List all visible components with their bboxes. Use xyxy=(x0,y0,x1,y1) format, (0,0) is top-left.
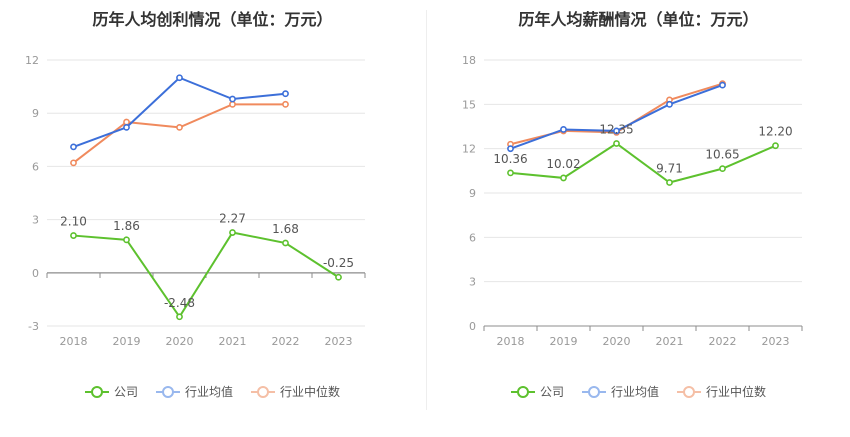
salary-company-line xyxy=(510,142,776,184)
profit-data-label: -0.25 xyxy=(323,256,354,270)
profit-y-tick-label: -3 xyxy=(28,320,39,333)
profit-company-point xyxy=(123,236,130,244)
salary-chart-title: 历年人均薪酬情况（单位：万元） xyxy=(518,10,759,29)
salary-data-label: 10.65 xyxy=(705,148,739,162)
panel-divider xyxy=(426,10,427,410)
salary-x-tick-label: 2018 xyxy=(497,335,525,348)
salary-industry-mean-point xyxy=(560,126,567,133)
salary-y-tick-label: 15 xyxy=(462,98,476,111)
legend-industry-mean-marker xyxy=(155,385,180,398)
profit-industry-median-point xyxy=(229,100,236,108)
legend-company-marker xyxy=(84,385,109,398)
legend-industry-mean-label: 行业均值 xyxy=(184,385,233,399)
salary-y-tick-label: 3 xyxy=(469,276,476,289)
salary-industry-mean-point xyxy=(613,127,620,135)
salary-data-label: 12.35 xyxy=(599,122,633,136)
salary-data-label: 12.20 xyxy=(758,125,792,139)
profit-x-tick-label: 2019 xyxy=(113,335,141,348)
salary-industry-mean-point xyxy=(507,145,514,153)
salary-company-point xyxy=(507,169,514,177)
profit-industry-mean-point xyxy=(70,143,77,151)
salary-x-tick-label: 2022 xyxy=(709,335,737,348)
legend-industry-mean-label: 行业均值 xyxy=(610,385,659,399)
profit-y-tick-label: 12 xyxy=(25,54,39,67)
salary-industry-mean-point xyxy=(719,81,726,89)
profit-y-tick-label: 6 xyxy=(32,160,39,173)
salary-chart-legend: 公司 行业均值 行业中位数 xyxy=(427,383,850,400)
profit-industry-median-point xyxy=(70,159,77,167)
salary-industry-mean-point xyxy=(666,100,673,108)
salary-company-point xyxy=(613,140,620,147)
legend-company-marker xyxy=(510,385,535,398)
legend-industry-mean[interactable]: 行业均值 xyxy=(581,383,659,400)
profit-x-tick-label: 2021 xyxy=(219,335,247,348)
legend-company-label: 公司 xyxy=(113,385,138,399)
legend-industry-median-label: 行业中位数 xyxy=(706,385,767,399)
salary-company-point xyxy=(719,165,726,173)
profit-x-tick-label: 2018 xyxy=(60,335,88,348)
profit-company-line xyxy=(73,231,340,319)
salary-data-label: 10.02 xyxy=(546,157,580,171)
legend-industry-median-marker xyxy=(677,385,701,398)
legend-industry-median[interactable]: 行业中位数 xyxy=(251,383,340,400)
profit-industry-median-point xyxy=(123,118,130,126)
salary-y-tick-label: 9 xyxy=(469,187,476,200)
legend-company[interactable]: 公司 xyxy=(510,383,564,400)
profit-chart-legend: 公司 行业均值 行业中位数 xyxy=(0,383,425,400)
legend-industry-mean[interactable]: 行业均值 xyxy=(155,383,233,400)
profit-data-label: 2.27 xyxy=(219,212,246,226)
profit-chart-plot: 12 9 6 3 0 -3 2018 2019 2020 2021 2022 2023 2.10 1.86… xyxy=(25,54,366,348)
salary-chart-plot: 18 15 12 9 6 3 0 2018 2019 2020 2021 2022 2023 10.36 1… xyxy=(462,54,803,348)
profit-industry-mean-point xyxy=(229,95,236,103)
profit-company-point xyxy=(70,232,77,239)
profit-y-tick-label: 0 xyxy=(32,267,39,280)
profit-y-tick-label: 3 xyxy=(32,214,39,227)
profit-company-point xyxy=(282,239,289,247)
profit-y-tick-label: 9 xyxy=(32,107,39,120)
profit-x-tick-label: 2023 xyxy=(325,335,353,348)
legend-company-label: 公司 xyxy=(539,385,564,399)
legend-company[interactable]: 公司 xyxy=(84,383,138,400)
profit-company-point xyxy=(335,273,342,281)
salary-x-tick-label: 2021 xyxy=(656,335,684,348)
legend-industry-median[interactable]: 行业中位数 xyxy=(677,383,766,400)
salary-company-point xyxy=(772,142,779,150)
legend-industry-median-label: 行业中位数 xyxy=(280,385,341,399)
salary-y-tick-label: 0 xyxy=(469,320,476,333)
salary-y-tick-label: 12 xyxy=(462,143,476,156)
salary-chart-panel: 历年人均薪酬情况（单位：万元） 18 15 12 9 6 3 0 2018 2019 2020 20… xyxy=(427,0,850,437)
salary-y-tick-label: 6 xyxy=(469,231,476,244)
profit-data-label: -2.48 xyxy=(164,296,195,310)
profit-x-tick-label: 2020 xyxy=(166,335,194,348)
legend-industry-median-marker xyxy=(251,385,275,398)
profit-data-label: 1.86 xyxy=(113,219,140,233)
salary-x-tick-label: 2023 xyxy=(762,335,790,348)
salary-industry-mean-line xyxy=(510,84,723,150)
profit-industry-mean-point xyxy=(123,123,130,131)
profit-industry-median-point xyxy=(176,123,183,131)
salary-x-tick-label: 2019 xyxy=(550,335,578,348)
salary-data-label: 10.36 xyxy=(493,152,527,166)
profit-company-point xyxy=(229,229,236,236)
salary-company-point xyxy=(560,174,567,182)
salary-x-tick-label: 2020 xyxy=(603,335,631,348)
salary-data-label: 9.71 xyxy=(656,162,683,176)
profit-industry-mean-point xyxy=(176,74,183,82)
profit-data-label: 1.68 xyxy=(272,222,299,236)
profit-chart-panel: 历年人均创利情况（单位：万元） 12 9 6 3 0 -3 2018 2019 2020 2021… xyxy=(0,10,425,400)
profit-chart-title: 历年人均创利情况（单位：万元） xyxy=(92,10,333,29)
profit-industry-mean-point xyxy=(282,90,289,98)
profit-industry-median-point xyxy=(282,100,289,108)
profit-data-label: 2.10 xyxy=(60,215,87,229)
salary-company-point xyxy=(666,179,673,186)
salary-y-tick-label: 18 xyxy=(462,54,476,67)
profit-company-point xyxy=(176,313,183,321)
legend-industry-mean-marker xyxy=(581,385,606,398)
profit-industry-mean-line xyxy=(73,76,286,148)
profit-x-tick-label: 2022 xyxy=(272,335,300,348)
